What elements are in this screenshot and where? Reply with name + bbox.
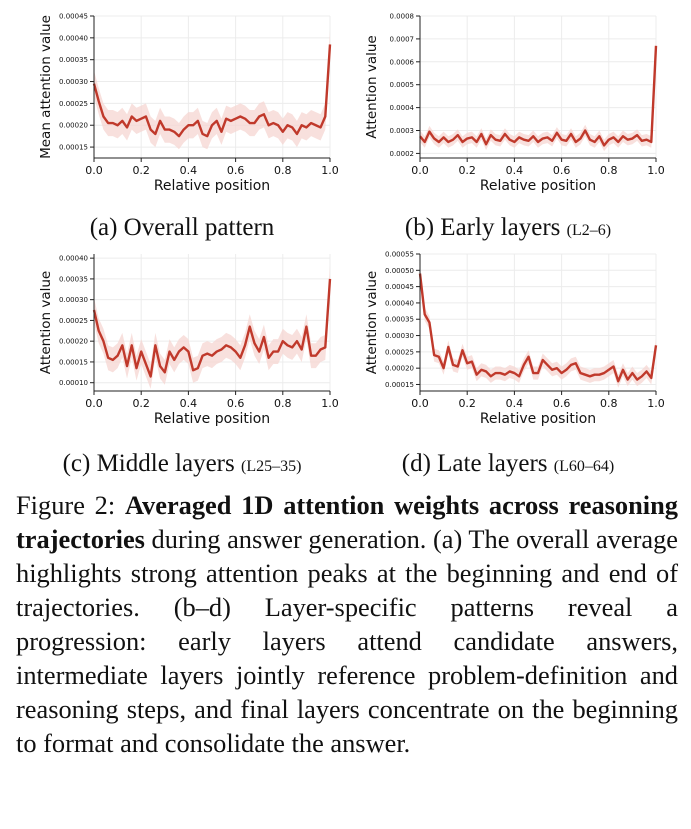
x-tick-label: 0.2 [132, 164, 150, 177]
x-tick-label: 0.2 [458, 397, 476, 410]
x-tick-label: 0.0 [411, 164, 429, 177]
caption-b-text: (b) Early layers [404, 214, 561, 241]
caption-d-text: (d) Late layers [401, 450, 548, 477]
caption-c: (c) Middle layers (L25–35) [22, 450, 342, 478]
x-tick-label: 0.8 [274, 397, 292, 410]
y-tick-label: 0.00025 [59, 100, 88, 108]
y-tick-label: 0.0008 [390, 13, 415, 21]
x-tick-label: 0.0 [85, 164, 103, 177]
x-tick-label: 0.8 [600, 397, 618, 410]
x-tick-label: 1.0 [647, 164, 665, 177]
y-tick-label: 0.00030 [59, 296, 88, 304]
series-line [92, 44, 332, 138]
y-tick-label: 0.00040 [59, 255, 88, 263]
figure-caption-bold: Averaged 1D attention weights across rea… [16, 490, 679, 554]
chart-panel-d: 0.0 0.2 0.4 0.6 0.8 1.0 0.00015 0.00020 0.00025 0… [348, 248, 668, 433]
y-tick-label: 0.0005 [390, 81, 415, 89]
y-tick-label: 0.00025 [59, 317, 88, 325]
y-tick-label: 0.00035 [59, 275, 88, 283]
y-tick-label: 0.00030 [59, 78, 88, 86]
y-tick-label: 0.00045 [385, 283, 414, 291]
x-tick-label: 0.6 [553, 164, 571, 177]
x-tick-label: 0.4 [506, 397, 524, 410]
y-tick-label: 0.00010 [59, 379, 88, 387]
y-axis-label: Attention value [364, 271, 380, 374]
figure-caption-rest: during answer generation. (a) The overal… [16, 524, 678, 758]
y-axis-label: Attention value [364, 35, 380, 138]
x-axis-label: Relative position [154, 411, 270, 427]
y-tick-label: 0.00015 [59, 144, 88, 152]
y-tick-label: 0.00030 [385, 332, 414, 340]
caption-b-range: (L2–6) [566, 222, 612, 239]
y-tick-label: 0.00050 [385, 267, 414, 275]
series-line [419, 45, 658, 147]
x-tick-label: 0.0 [85, 397, 103, 410]
y-tick-label: 0.0003 [390, 127, 415, 135]
y-axis-label: Mean attention value [38, 15, 54, 159]
caption-c-text: (c) Middle layers [62, 450, 235, 477]
y-tick-label: 0.0002 [390, 150, 415, 158]
y-tick-label: 0.0007 [390, 35, 415, 43]
caption-a: (a) Overall pattern [22, 214, 342, 242]
y-axis-label: Attention value [38, 271, 54, 374]
series-line [418, 273, 658, 383]
caption-a-text: (a) Overall pattern [89, 214, 275, 241]
y-tick-label: 0.00055 [385, 251, 414, 259]
chart-a: 0.0 0.2 0.4 0.6 0.8 1.0 0.00015 0.00020 0.00025 0… [38, 13, 339, 195]
chart-c: 0.0 0.2 0.4 0.6 0.8 1.0 0.00010 0.00015 0.00020 0… [38, 254, 339, 427]
x-tick-label: 1.0 [321, 164, 339, 177]
x-tick-label: 0.6 [227, 397, 245, 410]
y-tick-label: 0.00020 [59, 338, 88, 346]
x-tick-label: 0.4 [180, 164, 198, 177]
y-tick-label: 0.00035 [385, 316, 414, 324]
caption-d-range: (L60–64) [553, 458, 615, 475]
x-tick-label: 1.0 [321, 397, 339, 410]
y-tick-label: 0.00040 [385, 299, 414, 307]
y-tick-label: 0.00035 [59, 56, 88, 64]
y-tick-label: 0.00015 [59, 358, 88, 366]
y-tick-label: 0.00040 [59, 34, 88, 42]
y-tick-label: 0.00015 [385, 381, 414, 389]
confidence-band [420, 267, 656, 388]
x-tick-label: 0.0 [411, 397, 429, 410]
x-tick-label: 0.2 [458, 164, 476, 177]
figure-caption: Figure 2: Averaged 1D attention weights … [16, 488, 678, 760]
y-tick-label: 0.00045 [59, 13, 88, 21]
x-axis-label: Relative position [480, 411, 596, 427]
confidence-band [420, 40, 656, 152]
chart-b: 0.0 0.2 0.4 0.6 0.8 1.0 0.0002 0.0003 0.0004 0.00… [364, 13, 665, 195]
figure-caption-lead: Figure 2: [16, 490, 125, 520]
y-tick-label: 0.00025 [385, 348, 414, 356]
chart-panel-b: 0.0 0.2 0.4 0.6 0.8 1.0 0.0002 0.0003 0.0004 0.00… [348, 10, 668, 200]
x-axis-label: Relative position [154, 178, 270, 194]
caption-b: (b) Early layers (L2–6) [348, 214, 668, 242]
chart-panel-c: 0.0 0.2 0.4 0.6 0.8 1.0 0.00010 0.00015 0.00020 0… [22, 248, 342, 433]
x-tick-label: 0.8 [600, 164, 618, 177]
x-tick-label: 0.6 [553, 397, 571, 410]
confidence-band [94, 31, 330, 150]
y-tick-label: 0.00020 [385, 365, 414, 373]
y-tick-label: 0.0004 [390, 104, 415, 112]
x-tick-label: 0.8 [274, 164, 292, 177]
chart-panel-a: 0.0 0.2 0.4 0.6 0.8 1.0 0.00015 0.00020 0.00025 0… [22, 10, 342, 200]
x-tick-label: 0.6 [227, 164, 245, 177]
x-tick-label: 0.2 [132, 397, 150, 410]
x-axis-label: Relative position [480, 178, 596, 194]
x-tick-label: 0.4 [506, 164, 524, 177]
x-tick-label: 1.0 [647, 397, 665, 410]
confidence-band [94, 266, 330, 389]
x-tick-label: 0.4 [180, 397, 198, 410]
caption-d: (d) Late layers (L60–64) [348, 450, 668, 478]
y-tick-label: 0.0006 [390, 58, 415, 66]
y-tick-label: 0.00020 [59, 122, 88, 130]
caption-c-range: (L25–35) [240, 458, 302, 475]
chart-d: 0.0 0.2 0.4 0.6 0.8 1.0 0.00015 0.00020 0.00025 0… [364, 251, 665, 428]
series-line [92, 278, 332, 378]
